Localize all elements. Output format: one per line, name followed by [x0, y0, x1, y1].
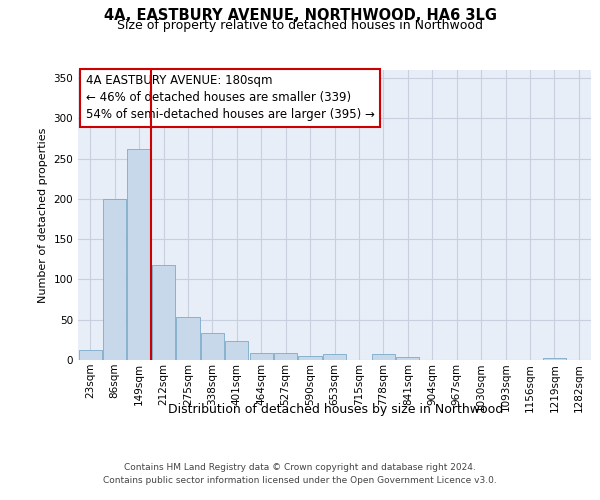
Text: 4A EASTBURY AVENUE: 180sqm
← 46% of detached houses are smaller (339)
54% of sem: 4A EASTBURY AVENUE: 180sqm ← 46% of deta…	[86, 74, 374, 122]
Bar	[103, 199, 126, 360]
Y-axis label: Number of detached properties: Number of detached properties	[38, 128, 48, 302]
Bar	[127, 149, 151, 360]
Bar	[201, 332, 224, 360]
Bar	[298, 356, 322, 360]
Text: Contains public sector information licensed under the Open Government Licence v3: Contains public sector information licen…	[103, 476, 497, 485]
Bar	[152, 265, 175, 360]
Bar	[274, 353, 297, 360]
Bar	[176, 316, 200, 360]
Text: Contains HM Land Registry data © Crown copyright and database right 2024.: Contains HM Land Registry data © Crown c…	[124, 462, 476, 471]
Bar	[396, 357, 419, 360]
Text: Size of property relative to detached houses in Northwood: Size of property relative to detached ho…	[117, 19, 483, 32]
Bar	[250, 353, 273, 360]
Bar	[372, 354, 395, 360]
Text: Distribution of detached houses by size in Northwood: Distribution of detached houses by size …	[169, 402, 503, 415]
Bar	[79, 350, 102, 360]
Bar	[323, 354, 346, 360]
Bar	[225, 342, 248, 360]
Bar	[543, 358, 566, 360]
Text: 4A, EASTBURY AVENUE, NORTHWOOD, HA6 3LG: 4A, EASTBURY AVENUE, NORTHWOOD, HA6 3LG	[104, 8, 497, 22]
